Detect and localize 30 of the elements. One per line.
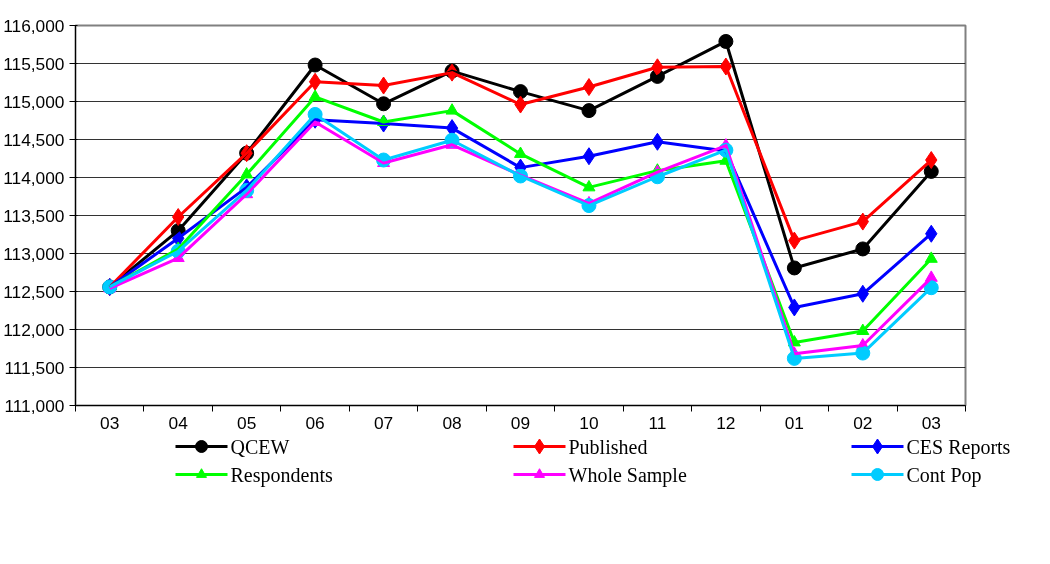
legend-label: CES Reports — [906, 435, 1011, 459]
y-tick-label: 114,500 — [3, 129, 65, 150]
x-tick-label: 11 — [648, 412, 667, 433]
y-tick-label: 112,500 — [3, 281, 65, 302]
y-tick-label: 113,000 — [3, 243, 65, 264]
legend-label: Published — [568, 435, 648, 458]
legend-label: Cont Pop — [906, 463, 982, 487]
x-tick-label: 08 — [442, 412, 462, 433]
y-tick-label: 111,000 — [4, 395, 65, 416]
y-tick-label: 111,500 — [4, 357, 65, 378]
x-tick-label: 09 — [510, 412, 531, 433]
x-tick-label: 06 — [305, 412, 325, 433]
y-tick-label: 115,000 — [3, 91, 65, 112]
legend-label: Whole Sample — [568, 463, 687, 487]
legend-label: QCEW — [230, 435, 290, 458]
y-tick-label: 115,500 — [3, 53, 65, 74]
x-tick-label: 05 — [237, 412, 257, 433]
x-tick-label: 03 — [100, 412, 120, 433]
y-tick-label: 116,000 — [3, 15, 65, 36]
x-tick-label: 02 — [853, 412, 873, 433]
x-tick-label: 03 — [921, 412, 941, 433]
x-tick-label: 04 — [168, 412, 189, 433]
x-tick-label: 07 — [373, 412, 394, 433]
x-tick-label: 12 — [716, 412, 736, 433]
y-tick-label: 113,500 — [3, 205, 65, 226]
x-tick-label: 01 — [784, 412, 804, 433]
y-tick-label: 112,000 — [3, 319, 65, 340]
y-tick-label: 114,000 — [3, 167, 65, 188]
legend-label: Respondents — [230, 463, 333, 487]
x-tick-label: 10 — [579, 412, 599, 433]
